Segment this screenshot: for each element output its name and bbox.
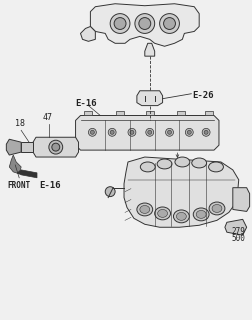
Circle shape [110, 130, 114, 134]
Text: E-16: E-16 [76, 99, 97, 108]
Circle shape [148, 130, 152, 134]
Text: 47: 47 [43, 113, 53, 123]
Polygon shape [116, 110, 124, 116]
Polygon shape [6, 139, 21, 155]
Ellipse shape [175, 157, 190, 167]
Ellipse shape [155, 207, 171, 220]
Text: E-26: E-26 [192, 91, 214, 100]
Ellipse shape [158, 210, 168, 217]
Ellipse shape [173, 210, 189, 223]
Ellipse shape [137, 203, 153, 216]
Ellipse shape [196, 211, 206, 218]
Circle shape [130, 130, 134, 134]
Ellipse shape [192, 158, 207, 168]
Circle shape [204, 130, 208, 134]
Polygon shape [233, 188, 250, 212]
Circle shape [146, 128, 154, 136]
Ellipse shape [176, 212, 186, 220]
Circle shape [128, 128, 136, 136]
Circle shape [166, 128, 173, 136]
Polygon shape [145, 43, 155, 56]
Polygon shape [177, 110, 185, 116]
Polygon shape [205, 110, 213, 116]
Circle shape [202, 128, 210, 136]
Circle shape [114, 18, 126, 29]
Polygon shape [225, 219, 247, 235]
Text: E-16: E-16 [39, 181, 60, 190]
Circle shape [160, 14, 179, 33]
Ellipse shape [212, 204, 222, 212]
Circle shape [135, 14, 155, 33]
Circle shape [90, 130, 94, 134]
Polygon shape [76, 116, 219, 150]
Circle shape [105, 187, 115, 196]
Ellipse shape [140, 205, 150, 213]
Polygon shape [17, 170, 37, 178]
Circle shape [49, 140, 63, 154]
Polygon shape [146, 110, 154, 116]
Circle shape [187, 130, 191, 134]
Polygon shape [21, 142, 33, 152]
Text: FRONT: FRONT [7, 181, 30, 190]
Ellipse shape [157, 159, 172, 169]
Circle shape [168, 130, 172, 134]
Polygon shape [80, 27, 95, 41]
Circle shape [164, 18, 175, 29]
Text: 18: 18 [15, 119, 25, 128]
Circle shape [88, 128, 96, 136]
Text: 500: 500 [232, 234, 246, 243]
Ellipse shape [209, 162, 224, 172]
Circle shape [185, 128, 193, 136]
Polygon shape [124, 157, 239, 227]
Ellipse shape [209, 202, 225, 215]
Circle shape [139, 18, 151, 29]
Ellipse shape [140, 162, 155, 172]
Polygon shape [84, 110, 92, 116]
Polygon shape [33, 137, 79, 157]
Circle shape [110, 14, 130, 33]
Ellipse shape [193, 208, 209, 221]
Circle shape [108, 128, 116, 136]
Polygon shape [9, 155, 21, 174]
Text: 279: 279 [232, 227, 246, 236]
Polygon shape [90, 4, 199, 46]
Polygon shape [137, 91, 163, 106]
Circle shape [52, 143, 60, 151]
